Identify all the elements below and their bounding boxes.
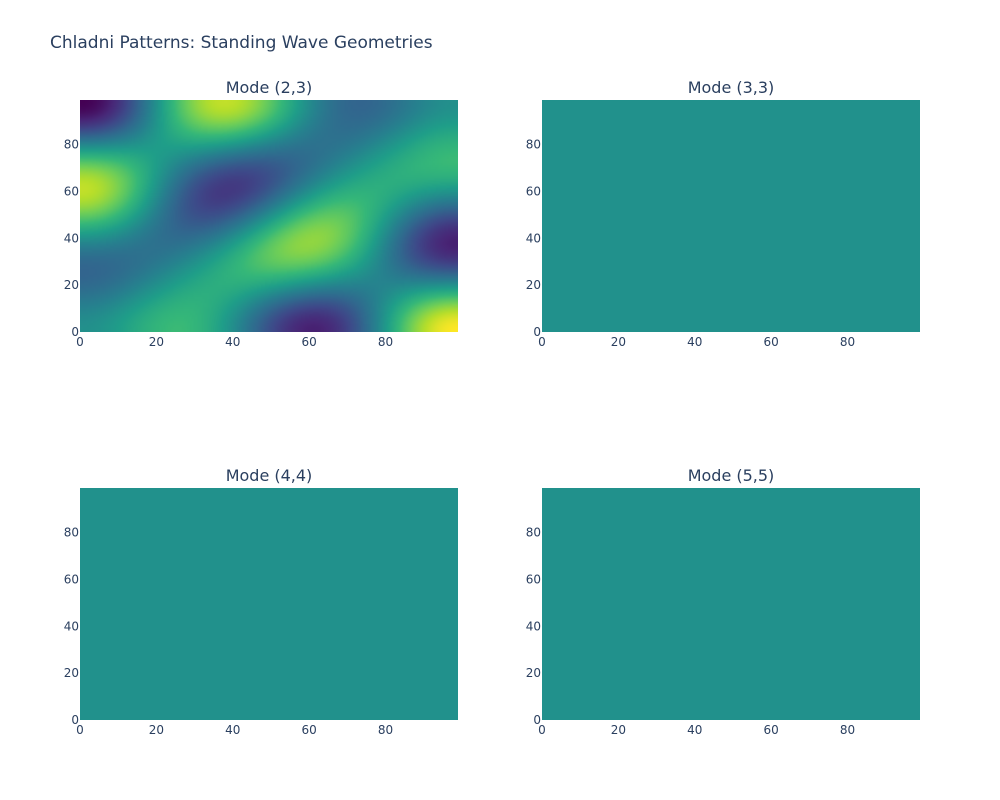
- y-tick-label: 20: [64, 278, 79, 292]
- y-tick-label: 40: [526, 231, 541, 245]
- x-tick-label: 0: [76, 335, 84, 349]
- y-tick-label: 0: [71, 713, 79, 727]
- x-tick-label: 60: [763, 723, 778, 737]
- subplot-3: Mode (4,4) 0 20 40 60 80 0 20 40 60 80: [64, 466, 458, 737]
- x-tick-label: 20: [149, 723, 164, 737]
- y-tick-label: 40: [64, 231, 79, 245]
- x-tick-label: 40: [687, 723, 702, 737]
- x-tick-label: 40: [687, 335, 702, 349]
- x-tick-label: 0: [76, 723, 84, 737]
- x-tick-label: 80: [840, 723, 855, 737]
- x-tick-label: 80: [378, 335, 393, 349]
- subplot-title: Mode (4,4): [226, 466, 313, 485]
- x-tick-label: 20: [149, 335, 164, 349]
- subplot-title: Mode (3,3): [688, 78, 775, 97]
- x-tick-label: 80: [840, 335, 855, 349]
- x-tick-label: 80: [378, 723, 393, 737]
- chart-title: Chladni Patterns: Standing Wave Geometri…: [50, 33, 433, 53]
- y-tick-label: 60: [526, 572, 541, 586]
- x-tick-label: 40: [225, 335, 240, 349]
- y-tick-label: 60: [526, 184, 541, 198]
- y-tick-label: 60: [64, 572, 79, 586]
- x-tick-label: 0: [538, 335, 546, 349]
- heatmap-field: [80, 488, 458, 720]
- y-tick-label: 0: [71, 325, 79, 339]
- y-tick-label: 0: [533, 325, 541, 339]
- subplot-2: Mode (3,3) 0 20 40 60 80 0 20 40 60 80: [526, 78, 920, 349]
- subplot-title: Mode (5,5): [688, 466, 775, 485]
- x-tick-label: 40: [225, 723, 240, 737]
- y-tick-label: 80: [526, 138, 541, 152]
- y-tick-label: 80: [526, 526, 541, 540]
- y-tick-label: 60: [64, 184, 79, 198]
- y-tick-label: 0: [533, 713, 541, 727]
- y-tick-label: 80: [64, 138, 79, 152]
- y-tick-label: 80: [64, 526, 79, 540]
- x-tick-label: 20: [611, 723, 626, 737]
- x-tick-label: 0: [538, 723, 546, 737]
- x-tick-label: 60: [301, 335, 316, 349]
- y-tick-label: 40: [64, 619, 79, 633]
- x-tick-label: 20: [611, 335, 626, 349]
- subplot-1: Mode (2,3) 0 20 40 60 80 0 20 40 60 80: [64, 78, 458, 349]
- x-tick-label: 60: [763, 335, 778, 349]
- subplot-title: Mode (2,3): [226, 78, 313, 97]
- heatmap-field: [542, 100, 920, 332]
- y-tick-label: 20: [64, 666, 79, 680]
- subplot-4: Mode (5,5) 0 20 40 60 80 0 20 40 60 80: [526, 466, 920, 737]
- x-tick-label: 60: [301, 723, 316, 737]
- heatmap-field: [80, 100, 458, 332]
- heatmap-field: [542, 488, 920, 720]
- y-tick-label: 20: [526, 278, 541, 292]
- y-tick-label: 20: [526, 666, 541, 680]
- y-tick-label: 40: [526, 619, 541, 633]
